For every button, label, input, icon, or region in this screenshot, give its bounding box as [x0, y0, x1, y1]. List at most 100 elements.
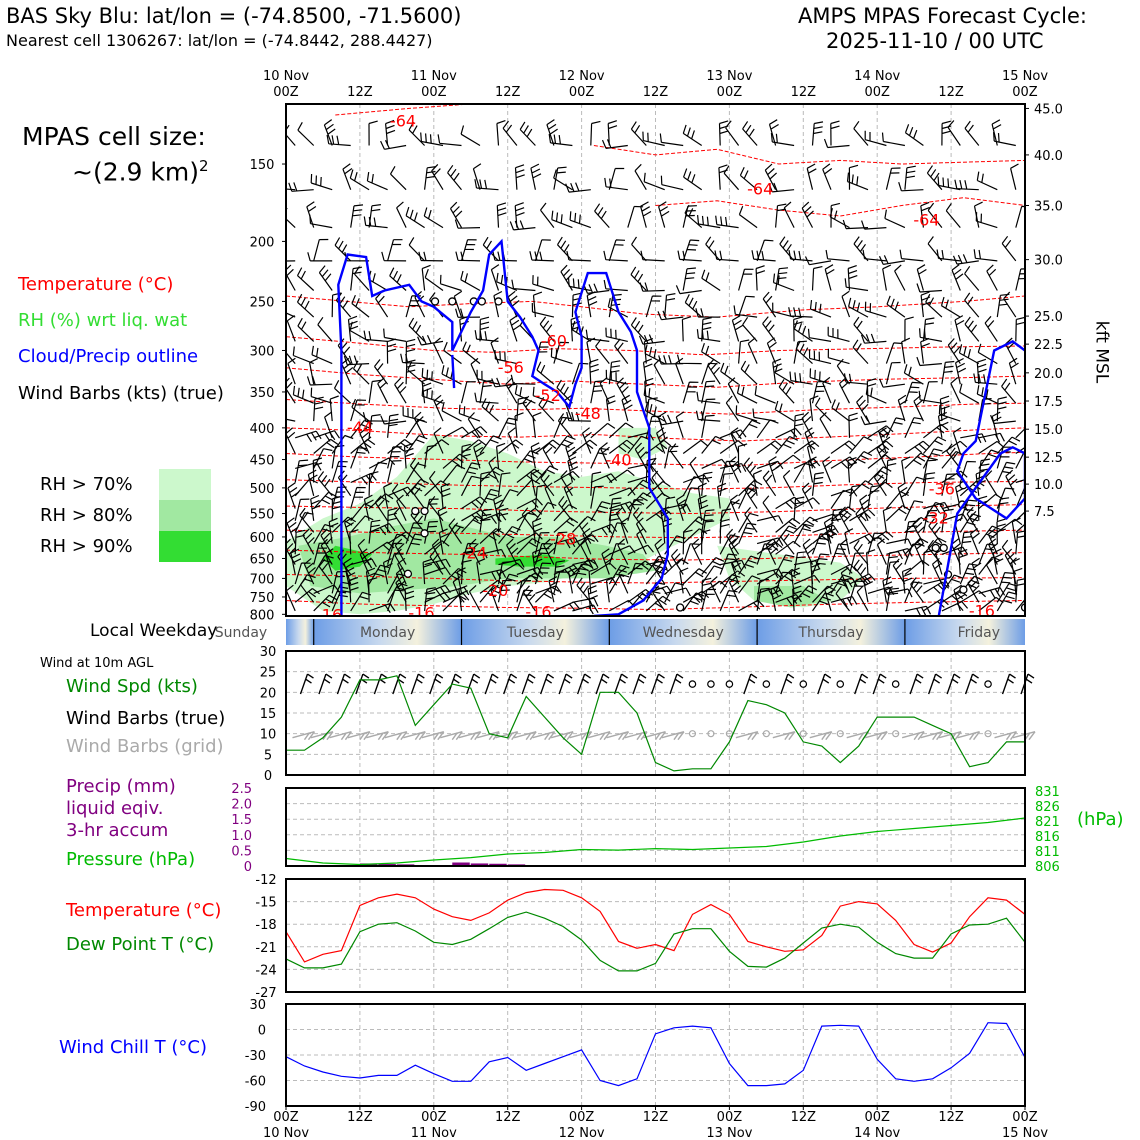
grid-wind-barb: [292, 730, 316, 741]
wind-barb: [684, 204, 703, 229]
wind-barb: [462, 341, 481, 365]
wind-barb: [830, 574, 852, 594]
wind-barb: [303, 557, 316, 585]
wind-barb: [811, 553, 830, 575]
kft-tick-label: 20.0: [1034, 367, 1063, 382]
wind-barb: [793, 497, 820, 510]
wind-barb: [830, 120, 840, 146]
wind-barb: [978, 440, 1005, 455]
wind-barb: [368, 204, 381, 228]
wind-barb: [731, 315, 744, 342]
wind-barb: [627, 544, 654, 555]
wind-barb: [627, 205, 644, 228]
wind-barb: [923, 423, 949, 439]
wind-barb: [302, 528, 315, 555]
wind-barb: [566, 411, 591, 422]
pressure-axis-tick: 831: [1035, 785, 1060, 800]
wind-barb: [627, 499, 644, 521]
wind-barb: [920, 201, 930, 228]
wind-barb: [992, 548, 1004, 575]
wind-barb: [650, 457, 666, 483]
wind-barb: [823, 517, 834, 544]
wind-barb: [938, 405, 961, 422]
temperature-contour: [286, 451, 1025, 467]
wind-barb: [493, 290, 503, 318]
wind-barb: [582, 528, 593, 555]
bottom-hour-label: 00Z: [864, 1110, 890, 1125]
grid-wind-barb: [421, 730, 445, 741]
wind-barb: [366, 172, 388, 191]
wind-barb: [830, 596, 858, 608]
true-wind-barb: [927, 673, 943, 695]
wind-barb: [904, 500, 924, 522]
wind-barb: [529, 251, 554, 262]
temperature-label: -60: [541, 331, 567, 350]
bottom-hour-label: 12Z: [938, 1110, 964, 1125]
wind-barb: [422, 558, 433, 585]
wind-barb: [849, 436, 873, 454]
wind-barb: [1015, 598, 1025, 612]
wind-barb: [679, 567, 689, 594]
header-cycle-line2: 2025-11-10 / 00 UTC: [826, 29, 1044, 53]
true-wind-barb: [780, 673, 795, 695]
true-calm-circle: [725, 680, 734, 688]
wind-barb: [950, 377, 961, 404]
temperature-contour: [286, 295, 1025, 318]
wind-barb: [540, 202, 555, 228]
wind-barb: [959, 590, 987, 603]
cloud-outline: [937, 340, 1025, 616]
wind-barb: [996, 436, 1021, 454]
wind-barb: [621, 394, 633, 422]
wind-barb: [853, 316, 869, 342]
wind-barb: [532, 291, 543, 318]
wind-barb: [345, 567, 357, 594]
wind-barb: [922, 381, 938, 404]
wind-barb: [969, 528, 980, 555]
wind-barb: [448, 518, 462, 544]
wind-barb: [853, 236, 869, 262]
wind-barb: [608, 239, 626, 262]
wind-barb: [811, 121, 824, 146]
calm-wind-circle: [939, 543, 948, 553]
wind-barb: [811, 266, 823, 291]
wind-barb: [728, 538, 740, 565]
wind-barb: [809, 395, 819, 422]
wind-barb: [696, 329, 721, 342]
wind-barb: [433, 427, 444, 454]
wind-barb: [470, 357, 481, 385]
wind-barb: [770, 584, 782, 612]
wind-barb: [565, 182, 591, 193]
wind-barb: [536, 361, 555, 385]
pressure-axis-tick: 821: [1035, 815, 1060, 830]
wind-barb: [788, 307, 813, 318]
wind-barb: [313, 430, 340, 442]
wind-barb: [885, 458, 897, 483]
wind-barb: [819, 411, 832, 439]
legend-rh: RH (%) wrt liq. wat: [18, 310, 188, 331]
wind-barb: [725, 395, 740, 422]
wind-barb: [601, 139, 628, 149]
wind-barb: [697, 494, 709, 521]
wind-barb: [534, 484, 547, 509]
wind-barb: [387, 582, 408, 603]
wind-barb: [768, 182, 795, 193]
top-hour-label: 00Z: [273, 85, 299, 100]
grid-wind-barb: [606, 730, 630, 741]
wind-barb: [966, 506, 980, 533]
wind-barb: [976, 358, 987, 385]
wind-barb: [556, 379, 573, 404]
wind-barb: [831, 399, 850, 422]
wind-barb: [643, 386, 665, 404]
grid-wind-barb: [587, 730, 611, 741]
wind-barb: [681, 316, 692, 342]
wind-barb: [978, 543, 996, 565]
wind-barb: [424, 584, 451, 597]
wind-barb: [461, 426, 488, 439]
wind-barb: [971, 557, 982, 585]
wind-barb: [910, 577, 924, 603]
wind-barb: [996, 446, 1013, 469]
legend-wind-spd: Wind Spd (kts): [66, 676, 198, 697]
wind-barb: [295, 430, 322, 443]
calm-wind-circle: [494, 297, 503, 306]
pressure-tick-label: 500: [250, 482, 275, 497]
